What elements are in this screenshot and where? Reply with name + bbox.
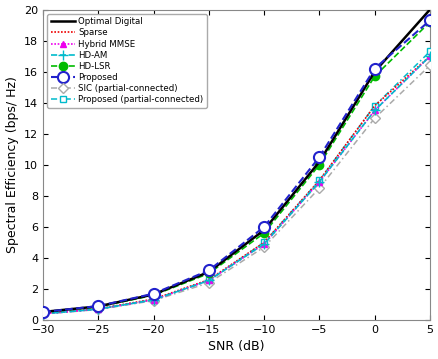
HD-AM [40, 312, 46, 316]
Proposed [426, 18, 431, 23]
Proposed [261, 225, 266, 229]
Proposed (partial-connected) [371, 104, 376, 108]
Proposed (partial-connected) [316, 178, 321, 182]
Line: SIC (partial-connected): SIC (partial-connected) [39, 62, 432, 318]
Optimal Digital [151, 292, 156, 297]
Proposed (partial-connected) [206, 278, 211, 283]
Hybrid MMSE [316, 180, 321, 184]
SIC (partial-connected) [206, 281, 211, 285]
Proposed [151, 292, 156, 296]
Proposed (partial-connected) [426, 49, 431, 53]
HD-LSR [40, 310, 46, 314]
HD-AM [371, 108, 376, 113]
SIC (partial-connected) [426, 63, 431, 67]
Proposed [371, 66, 376, 71]
Optimal Digital [206, 270, 211, 274]
Hybrid MMSE [426, 54, 431, 58]
Proposed (partial-connected) [151, 297, 156, 302]
Hybrid MMSE [261, 242, 266, 246]
Sparse [151, 297, 156, 301]
SIC (partial-connected) [371, 116, 376, 120]
HD-AM [261, 242, 266, 246]
HD-LSR [371, 74, 376, 79]
Optimal Digital [261, 228, 266, 232]
Optimal Digital [371, 70, 376, 74]
HD-LSR [151, 293, 156, 297]
Line: HD-AM: HD-AM [38, 51, 434, 319]
Proposed (partial-connected) [40, 312, 46, 316]
Hybrid MMSE [371, 108, 376, 113]
SIC (partial-connected) [95, 307, 101, 312]
Line: Hybrid MMSE: Hybrid MMSE [39, 53, 432, 317]
Legend: Optimal Digital, Sparse, Hybrid MMSE, HD-AM, HD-LSR, Proposed, SIC (partial-conn: Optimal Digital, Sparse, Hybrid MMSE, HD… [47, 14, 206, 108]
SIC (partial-connected) [40, 312, 46, 316]
Proposed (partial-connected) [95, 307, 101, 311]
Optimal Digital [426, 8, 431, 12]
Sparse [371, 104, 376, 108]
Proposed [95, 304, 101, 308]
Optimal Digital [40, 310, 46, 314]
Sparse [426, 54, 431, 58]
Proposed [316, 155, 321, 159]
Line: Proposed: Proposed [38, 15, 434, 317]
Proposed (partial-connected) [261, 240, 266, 244]
Line: Sparse: Sparse [43, 56, 429, 313]
HD-AM [95, 307, 101, 311]
HD-LSR [261, 231, 266, 235]
Line: Optimal Digital: Optimal Digital [43, 10, 429, 312]
HD-LSR [316, 163, 321, 167]
HD-AM [426, 54, 431, 58]
SIC (partial-connected) [316, 186, 321, 190]
Optimal Digital [95, 304, 101, 308]
X-axis label: SNR (dB): SNR (dB) [208, 340, 264, 354]
Sparse [206, 278, 211, 282]
Hybrid MMSE [95, 307, 101, 311]
Y-axis label: Spectral Efficiency (bps/ Hz): Spectral Efficiency (bps/ Hz) [6, 76, 18, 253]
Hybrid MMSE [206, 278, 211, 283]
Hybrid MMSE [151, 298, 156, 302]
Line: Proposed (partial-connected): Proposed (partial-connected) [39, 48, 432, 317]
SIC (partial-connected) [261, 245, 266, 249]
Sparse [40, 311, 46, 316]
HD-AM [316, 180, 321, 184]
HD-LSR [206, 271, 211, 276]
Optimal Digital [316, 159, 321, 164]
Proposed [206, 268, 211, 272]
Sparse [95, 307, 101, 311]
HD-AM [151, 298, 156, 302]
HD-AM [206, 278, 211, 283]
Hybrid MMSE [40, 312, 46, 316]
SIC (partial-connected) [151, 298, 156, 303]
Proposed [40, 310, 46, 314]
Line: HD-LSR: HD-LSR [39, 18, 433, 316]
HD-LSR [426, 20, 431, 24]
Sparse [316, 178, 321, 182]
HD-LSR [95, 305, 101, 309]
Sparse [261, 240, 266, 244]
